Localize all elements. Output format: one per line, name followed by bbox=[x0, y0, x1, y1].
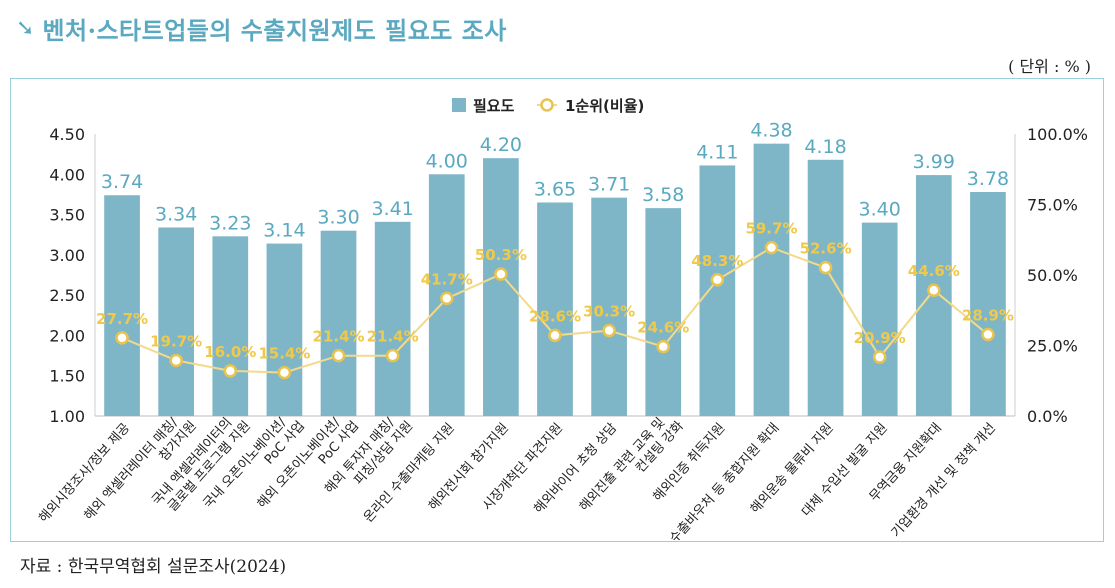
line-point bbox=[277, 365, 292, 380]
line-value-label: 30.3% bbox=[583, 303, 635, 321]
bar-value-label: 3.30 bbox=[317, 207, 359, 229]
y-left-tick-label: 2.00 bbox=[49, 326, 85, 345]
bar bbox=[158, 227, 195, 416]
y-right-tick-label: 50.0% bbox=[1027, 266, 1078, 285]
line-point bbox=[764, 240, 779, 255]
bar bbox=[861, 222, 898, 416]
bar-value-label: 4.11 bbox=[696, 141, 738, 163]
legend-line-label: 1순위(비율) bbox=[565, 97, 644, 115]
line-point bbox=[223, 364, 238, 378]
line-point bbox=[331, 348, 346, 363]
bar bbox=[266, 243, 303, 416]
line-point bbox=[656, 339, 670, 354]
line-value-label: 28.6% bbox=[529, 307, 581, 325]
legend-bar-label: 필요도 bbox=[473, 97, 515, 115]
bar bbox=[537, 202, 573, 416]
x-category-label-line: 수출바우처 등 종합지원 확대 bbox=[667, 421, 782, 540]
bar bbox=[320, 230, 357, 416]
y-left-tick-label: 1.00 bbox=[49, 407, 85, 426]
arrow-down-right-icon: ➘ bbox=[16, 15, 35, 41]
line-value-label: 20.9% bbox=[854, 329, 906, 347]
bar-value-label: 3.74 bbox=[101, 171, 143, 193]
bar-value-label: 3.65 bbox=[534, 178, 576, 200]
bar bbox=[699, 165, 736, 416]
bar-value-label: 3.23 bbox=[209, 212, 251, 234]
y-left-tick-label: 2.50 bbox=[49, 286, 85, 305]
chart-title-row: ➘ 벤처·스타트업들의 수출지원제도 필요도 조사 bbox=[16, 10, 507, 46]
y-right-tick-label: 100.0% bbox=[1027, 125, 1088, 144]
x-category-label-line: 기업환경 개선 및 정책 개선 bbox=[889, 421, 999, 540]
bar-value-label: 4.00 bbox=[426, 150, 468, 172]
line-value-label: 15.4% bbox=[258, 345, 310, 363]
y-left-tick-label: 1.50 bbox=[49, 367, 85, 386]
legend-bar-swatch bbox=[452, 98, 466, 112]
legend-marker-swatch bbox=[540, 98, 554, 112]
line-point bbox=[602, 323, 616, 338]
x-category-label: 해외진출 관련 교육 및컨설팅 강화 bbox=[577, 408, 687, 525]
bar-value-label: 3.40 bbox=[859, 199, 901, 221]
line-point bbox=[872, 350, 887, 364]
chart-svg: 1.00 1.50 2.00 2.50 3.00 3.50 4.00 4.50 0.0% 25.0… bbox=[36, 97, 1088, 547]
line-value-label: 19.7% bbox=[150, 332, 202, 350]
bar bbox=[645, 208, 682, 416]
bar-value-label: 4.18 bbox=[804, 136, 846, 158]
y-left-tick-label: 3.50 bbox=[49, 206, 85, 225]
x-category-label: 기업환경 개선 및 정책 개선 bbox=[889, 421, 999, 540]
bar-value-label: 3.34 bbox=[155, 203, 197, 225]
bar bbox=[591, 197, 627, 416]
bar-value-label: 3.58 bbox=[642, 184, 684, 206]
bar-value-label: 3.41 bbox=[371, 198, 413, 220]
line-point bbox=[385, 348, 400, 363]
bar bbox=[753, 143, 790, 416]
source-note: 자료 : 한국무역협회 설문조사(2024) bbox=[20, 557, 287, 577]
line-value-label: 41.7% bbox=[421, 270, 473, 288]
line-value-label: 28.9% bbox=[962, 307, 1014, 325]
line-value-label: 44.6% bbox=[908, 262, 960, 280]
unit-label: ( 단위 : % ) bbox=[1008, 57, 1091, 76]
bar bbox=[212, 236, 249, 416]
line-value-label: 16.0% bbox=[204, 343, 256, 361]
y-right-tick-label: 0.0% bbox=[1027, 407, 1068, 426]
line-point bbox=[818, 260, 833, 275]
chart-panel: 1.00 1.50 2.00 2.50 3.00 3.50 4.00 4.50 0.0% 25.0… bbox=[10, 78, 1104, 547]
y-left-tick-label: 3.00 bbox=[49, 246, 85, 265]
line-point bbox=[494, 267, 508, 281]
line-point bbox=[440, 291, 454, 306]
line-value-label: 21.4% bbox=[313, 328, 365, 346]
bar-value-label: 3.78 bbox=[967, 168, 1009, 190]
line-value-label: 24.6% bbox=[637, 319, 689, 337]
y-left-tick-label: 4.00 bbox=[49, 165, 85, 184]
line-point bbox=[169, 353, 183, 368]
line-point bbox=[548, 328, 562, 343]
line-value-label: 52.6% bbox=[800, 240, 852, 258]
line-point bbox=[927, 283, 941, 297]
line-point bbox=[981, 327, 995, 342]
bar-value-label: 4.38 bbox=[750, 120, 792, 142]
line-point bbox=[115, 331, 129, 345]
bar-value-label: 3.99 bbox=[913, 151, 955, 173]
bar-value-label: 4.20 bbox=[480, 134, 522, 156]
bar bbox=[104, 195, 140, 416]
bar bbox=[374, 221, 411, 416]
x-category-label: 수출바우처 등 종합지원 확대 bbox=[667, 421, 782, 540]
line-value-label: 59.7% bbox=[745, 220, 797, 238]
y-left-tick-label: 4.50 bbox=[49, 125, 85, 144]
line-value-label: 50.3% bbox=[475, 246, 527, 264]
line-point bbox=[710, 273, 725, 287]
bar bbox=[970, 192, 1006, 416]
bar-value-label: 3.14 bbox=[263, 220, 305, 242]
line-value-label: 48.3% bbox=[691, 252, 743, 270]
bar-value-label: 3.71 bbox=[588, 174, 630, 196]
line-value-label: 21.4% bbox=[367, 328, 419, 346]
y-right-tick-label: 25.0% bbox=[1027, 337, 1078, 356]
page-title: 벤처·스타트업들의 수출지원제도 필요도 조사 bbox=[42, 15, 507, 45]
line-value-label: 27.7% bbox=[96, 310, 148, 328]
y-right-tick-label: 75.0% bbox=[1027, 196, 1078, 215]
